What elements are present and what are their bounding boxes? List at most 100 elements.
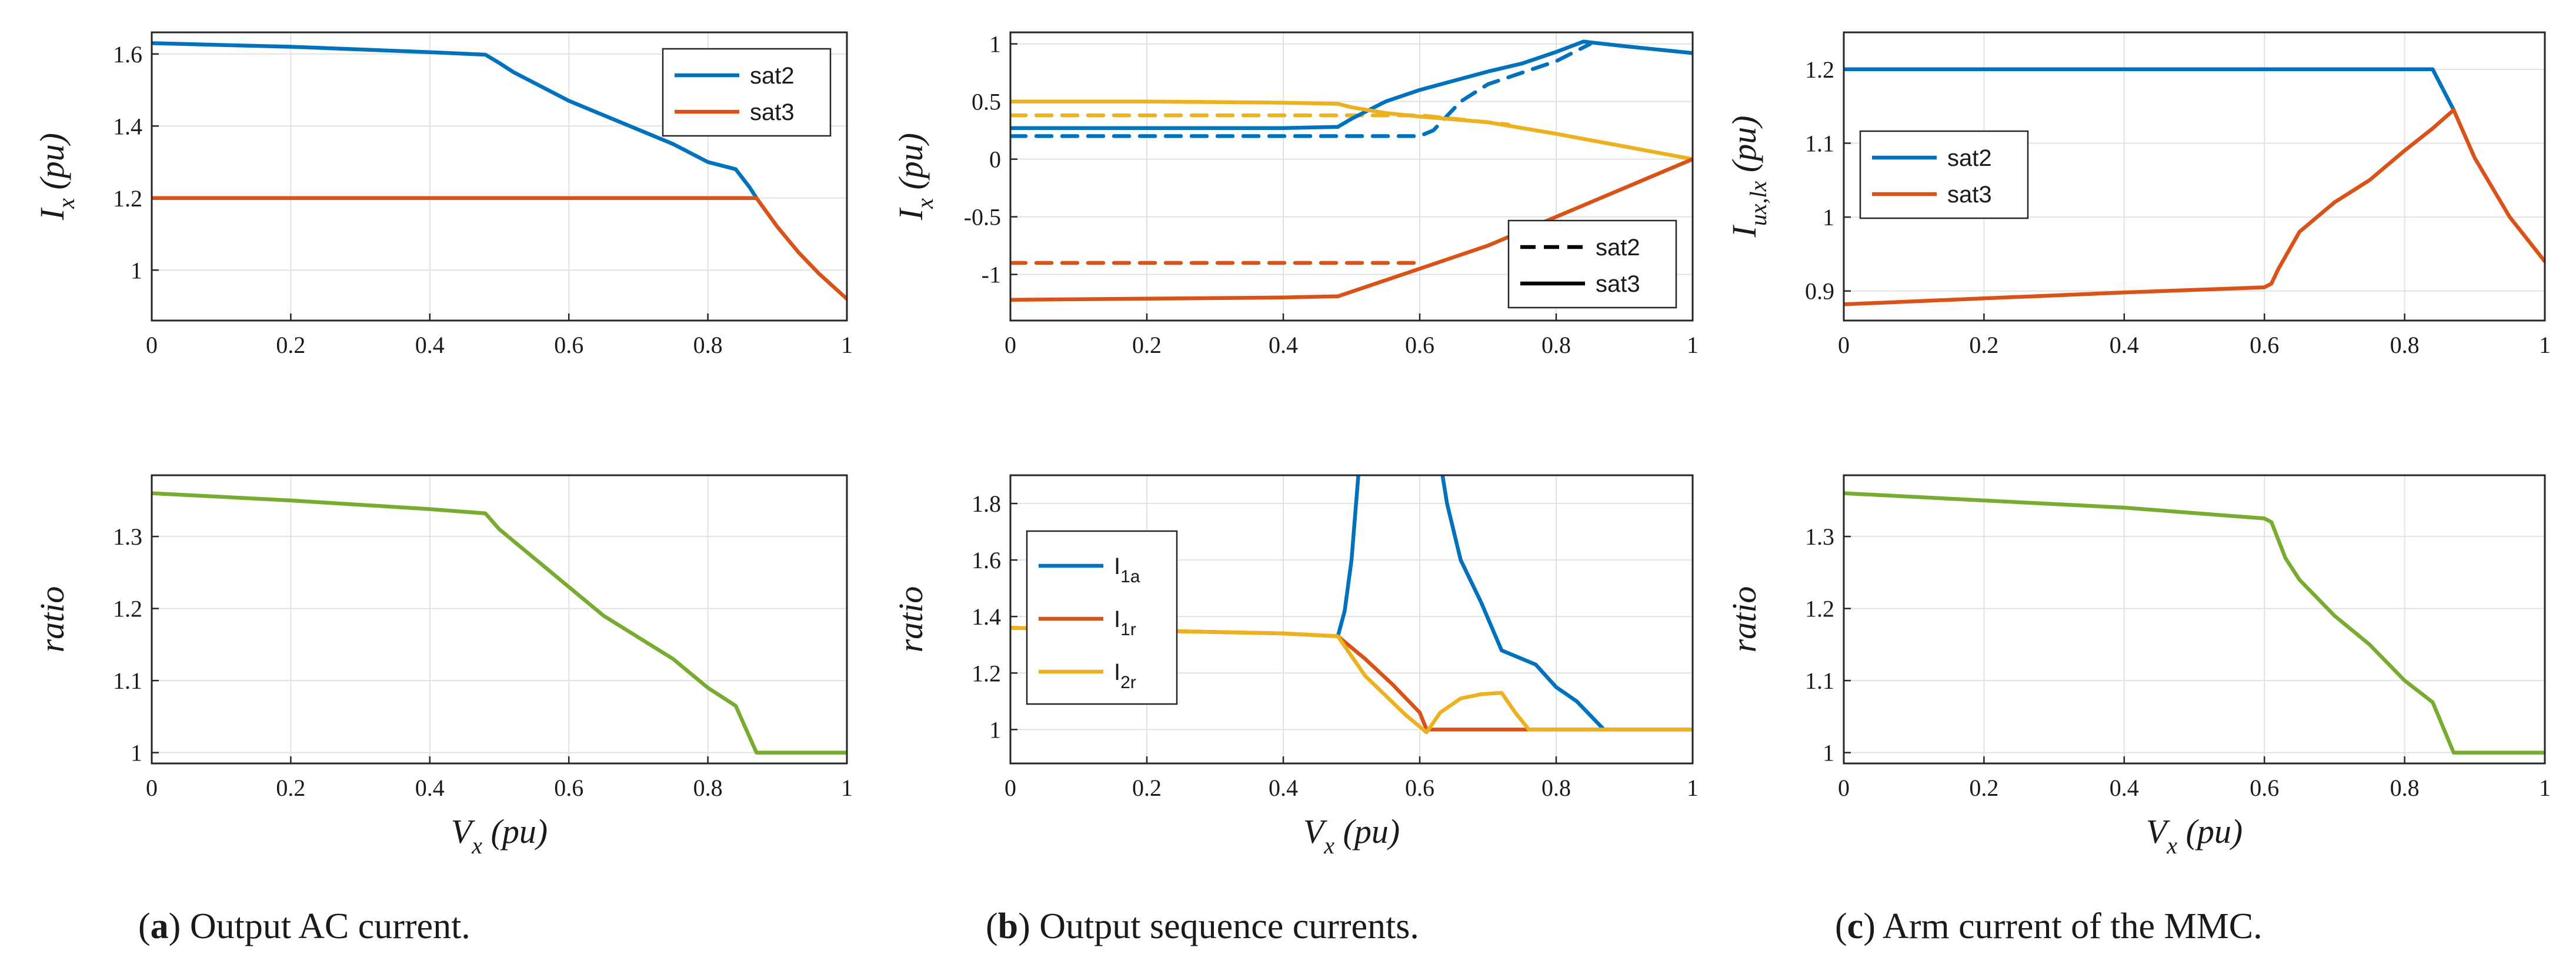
- y-tick-label: -1: [982, 262, 1001, 288]
- y-axis-label: Iux,lx (pu): [1725, 115, 1771, 238]
- y-tick-label: 1.3: [113, 523, 142, 550]
- legend: sat2 sat3: [1507, 219, 1677, 309]
- y-axis-label: ratio: [1725, 586, 1763, 653]
- series-line: [1844, 108, 2545, 306]
- y-tick-label: 1.8: [972, 491, 1001, 517]
- legend-label: I2r: [1114, 659, 1136, 692]
- y-tick-label: 1.4: [113, 113, 142, 139]
- x-tick-label: 0.4: [415, 332, 445, 358]
- y-tick-label: 1.2: [1805, 596, 1834, 622]
- x-tick-label: 0: [146, 775, 158, 801]
- chart-a-bottom: 0 0.2 0.4 0.6 0.8 1 1 1.1 1.2 1.3 ratio Vx (pu): [33, 474, 853, 859]
- axes-frame: [1843, 474, 2546, 765]
- x-axis-label: Vx (pu): [1303, 812, 1400, 859]
- y-axis-label: ratio: [892, 586, 930, 653]
- legend-label: sat3: [1947, 182, 1992, 208]
- caption-a: (a) Output AC current.: [138, 906, 471, 946]
- x-tick-label: 0.4: [1269, 775, 1298, 801]
- legend-label: sat3: [1596, 271, 1640, 297]
- series-line: [1010, 39, 1693, 130]
- y-tick-label: 1.3: [1805, 523, 1834, 550]
- x-tick-label: 0.4: [2110, 332, 2139, 358]
- x-tick-label: 0.8: [2390, 775, 2420, 801]
- y-tick-label: 1.2: [972, 660, 1001, 686]
- x-tick-label: 0: [1838, 775, 1850, 801]
- x-tick-label: 0.4: [1269, 332, 1298, 358]
- series-line: [1844, 67, 2456, 112]
- y-tick-label: 1: [989, 716, 1001, 743]
- legend-box: [1859, 130, 2029, 219]
- y-tick-label: 1.1: [1805, 668, 1834, 694]
- y-tick-label: 1.6: [972, 547, 1001, 573]
- x-tick-label: 0.2: [276, 775, 305, 801]
- x-tick-label: 0.6: [2250, 332, 2279, 358]
- legend-label: sat2: [1596, 235, 1640, 261]
- y-tick-label: 1: [1823, 740, 1834, 766]
- legend: sat2 sat3: [662, 48, 832, 137]
- x-tick-label: 0.2: [276, 332, 305, 358]
- legend-label: sat2: [1947, 145, 1992, 171]
- legend: I1a I1r I2r: [1026, 530, 1178, 705]
- y-tick-label: 0.9: [1805, 278, 1834, 305]
- axes-frame: [151, 474, 848, 765]
- x-tick-label: 1: [1687, 332, 1699, 358]
- axes-frame: [1009, 31, 1694, 322]
- x-tick-label: 0.6: [554, 775, 583, 801]
- y-tick-label: 1.2: [113, 596, 142, 622]
- x-tick-label: 0.6: [1405, 332, 1434, 358]
- legend-label: I1a: [1114, 553, 1140, 586]
- series-line: [1440, 475, 1606, 732]
- y-tick-label: 0: [989, 146, 1001, 173]
- y-tick-label: 1.1: [113, 668, 142, 694]
- axes-frame: [1009, 474, 1694, 765]
- x-tick-label: 0.8: [1541, 775, 1571, 801]
- x-tick-label: 0.4: [2110, 775, 2139, 801]
- caption-c: (c) Arm current of the MMC.: [1835, 906, 2263, 946]
- y-tick-label: 1.2: [113, 185, 142, 212]
- y-axis-label: ratio: [33, 586, 71, 653]
- x-tick-label: 0.6: [554, 332, 583, 358]
- series-line: [1844, 491, 2545, 755]
- x-tick-label: 1: [841, 775, 853, 801]
- series-line: [152, 41, 759, 201]
- legend-label: I1r: [1114, 606, 1136, 639]
- series-line: [152, 491, 847, 755]
- x-tick-label: 0.6: [1405, 775, 1434, 801]
- axes-frame: [151, 31, 848, 322]
- y-tick-label: 1.4: [972, 603, 1001, 630]
- series-line: [1010, 42, 1593, 138]
- x-tick-label: 0.6: [2250, 775, 2279, 801]
- plot-area: [152, 475, 847, 763]
- axes-frame: [1843, 31, 2546, 322]
- legend-box: [662, 48, 832, 137]
- y-tick-label: 1.2: [1805, 56, 1834, 83]
- series-line: [152, 196, 847, 301]
- x-axis-label: Vx (pu): [451, 812, 548, 859]
- x-tick-label: 0.8: [1541, 332, 1571, 358]
- y-tick-label: 1: [131, 257, 142, 283]
- chart-a-top: 0 0.2 0.4 0.6 0.8 1 1 1.2 1.4 1.6 Ix (pu) sat2 sat3: [33, 31, 853, 358]
- x-tick-label: 0.4: [415, 775, 445, 801]
- y-axis-label: Ix (pu): [33, 133, 79, 221]
- legend-box: [1507, 219, 1677, 309]
- y-tick-label: 0.5: [972, 89, 1001, 115]
- legend-label: sat2: [750, 63, 795, 89]
- caption-b: (b) Output sequence currents.: [986, 906, 1419, 946]
- x-tick-label: 0: [1005, 332, 1016, 358]
- x-axis-label: Vx (pu): [2146, 812, 2243, 859]
- x-tick-label: 0.2: [1969, 332, 1998, 358]
- legend: sat2 sat3: [1859, 130, 2029, 219]
- y-tick-label: 1: [989, 31, 1001, 58]
- x-tick-label: 0: [1005, 775, 1016, 801]
- chart-b-top: 0 0.2 0.4 0.6 0.8 1 -1 -0.5 0 0.5 1 Ix (pu) sat2 sat3: [892, 31, 1699, 358]
- chart-c-bottom: 0 0.2 0.4 0.6 0.8 1 1 1.1 1.2 1.3 ratio Vx (pu): [1725, 474, 2551, 859]
- y-tick-label: -0.5: [964, 204, 1001, 231]
- x-tick-label: 0.2: [1132, 332, 1162, 358]
- series-line: [1010, 99, 1693, 161]
- series-line: [1010, 626, 1693, 735]
- legend-label: sat3: [750, 99, 795, 125]
- x-tick-label: 0: [1838, 332, 1850, 358]
- x-tick-label: 0: [146, 332, 158, 358]
